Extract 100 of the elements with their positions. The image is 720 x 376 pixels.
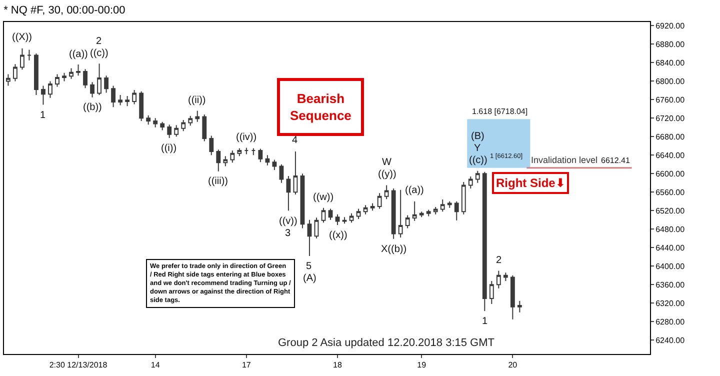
candlestick: [370, 202, 375, 212]
candlestick: [454, 200, 459, 221]
annotation: 1: [482, 316, 488, 327]
candlestick: [181, 120, 186, 132]
annotation: ((iii)): [208, 176, 228, 187]
candlestick: [440, 199, 445, 212]
annotation: W: [382, 157, 392, 168]
candlestick: [496, 270, 501, 289]
annotation: ((a)): [69, 49, 88, 60]
candlestick: [188, 115, 193, 126]
candlestick: [230, 150, 235, 164]
annotation: 1: [40, 110, 46, 121]
candlestick: [244, 147, 249, 155]
candlestick: [272, 159, 277, 170]
y-tick-label: 6400.00: [656, 262, 686, 271]
candlestick: [398, 189, 403, 238]
candlestick: [419, 211, 424, 218]
y-tick-label: 6840.00: [656, 58, 686, 68]
candlestick: [34, 52, 38, 96]
candlestick: [433, 206, 438, 215]
candlestick: [258, 148, 263, 163]
candlestick: [174, 124, 179, 138]
candlestick: [167, 124, 172, 139]
candlestick: [146, 114, 151, 126]
x-tick-label: 20: [508, 360, 518, 370]
candlestick: [286, 175, 291, 212]
x-tick-label: 14: [150, 360, 160, 370]
candlestick: [342, 216, 347, 224]
candlestick: [55, 74, 60, 88]
candlestick: [384, 184, 389, 200]
annotation: Bearish Sequence: [290, 91, 352, 123]
annotation: ((y)): [378, 169, 396, 180]
candlestick: [216, 149, 221, 172]
y-tick-label: 6560.00: [656, 188, 686, 197]
candlestick: [426, 209, 431, 217]
y-tick-label: 6440.00: [656, 243, 686, 252]
candlestick: [41, 85, 46, 106]
candlestick: [139, 90, 144, 122]
y-tick-label: 6800.00: [656, 76, 686, 86]
candlestick: [335, 214, 340, 226]
candlestick: [363, 204, 368, 215]
annotation: ((b)): [83, 102, 102, 113]
annotation: ((X)): [12, 32, 32, 43]
y-tick-label: 6320.00: [656, 298, 686, 308]
candlestick: [111, 85, 116, 108]
candlestick: [132, 89, 137, 105]
candlestick: [475, 170, 480, 184]
annotation: 6612.41: [601, 156, 630, 165]
annotation: 2: [96, 36, 102, 47]
y-tick-label: 6240.00: [656, 336, 686, 345]
candlestick: [482, 171, 487, 312]
candlestick: [489, 280, 494, 305]
candlestick: [160, 121, 165, 131]
candlestick: [321, 207, 326, 224]
annotation: 5: [306, 261, 312, 272]
candlestick: [510, 274, 515, 320]
annotation: ((i)): [161, 143, 177, 154]
y-tick-label: 6360.00: [656, 280, 686, 290]
annotation: (B): [471, 131, 484, 142]
candlestick: [314, 217, 319, 239]
candlestick: [293, 150, 298, 195]
candlestick: [503, 272, 508, 282]
candlestick: [118, 94, 123, 106]
annotation: 3: [285, 228, 291, 239]
annotation: (A): [303, 273, 316, 284]
candlestick: [461, 181, 466, 215]
y-tick-label: 6680.00: [656, 132, 686, 142]
candlestick: [223, 156, 228, 167]
annotation: 4: [292, 135, 298, 146]
annotation: X((b)): [381, 244, 407, 255]
candlestick: [517, 300, 522, 313]
candlestick: [76, 64, 80, 76]
y-tick-label: 6480.00: [656, 224, 686, 234]
annotation: ((a)): [405, 185, 424, 196]
annotation: ((c)): [469, 155, 488, 166]
band-label: 1.618 [6718.04]: [472, 107, 528, 116]
candlestick: [90, 82, 94, 98]
candlestick: [265, 154, 270, 166]
candlestick: [307, 219, 312, 256]
candlestick: [20, 48, 24, 70]
annotation: ((c)): [90, 48, 108, 59]
candlestick: [412, 200, 417, 222]
candlestick: [405, 214, 410, 229]
x-tick-label: 2:30 12/13/2018: [49, 360, 108, 370]
candlestick: [391, 188, 396, 240]
candlestick: [27, 49, 32, 61]
x-tick-label: 17: [242, 360, 252, 370]
candlestick: [202, 114, 207, 142]
x-tick-label: 19: [417, 360, 427, 370]
candlestick: [209, 135, 214, 156]
annotation: ((w)): [313, 192, 334, 203]
y-tick-label: 6880.00: [656, 40, 686, 49]
candlestick: [300, 173, 305, 229]
candlestick: [447, 200, 452, 208]
candlestick: [153, 118, 158, 128]
annotation: ((ii)): [188, 95, 206, 106]
candlestick: [377, 192, 382, 210]
annotation: ((v)): [279, 216, 298, 227]
annotation: ((iv)): [236, 132, 257, 143]
annotation: Right Side⬇: [496, 176, 566, 190]
